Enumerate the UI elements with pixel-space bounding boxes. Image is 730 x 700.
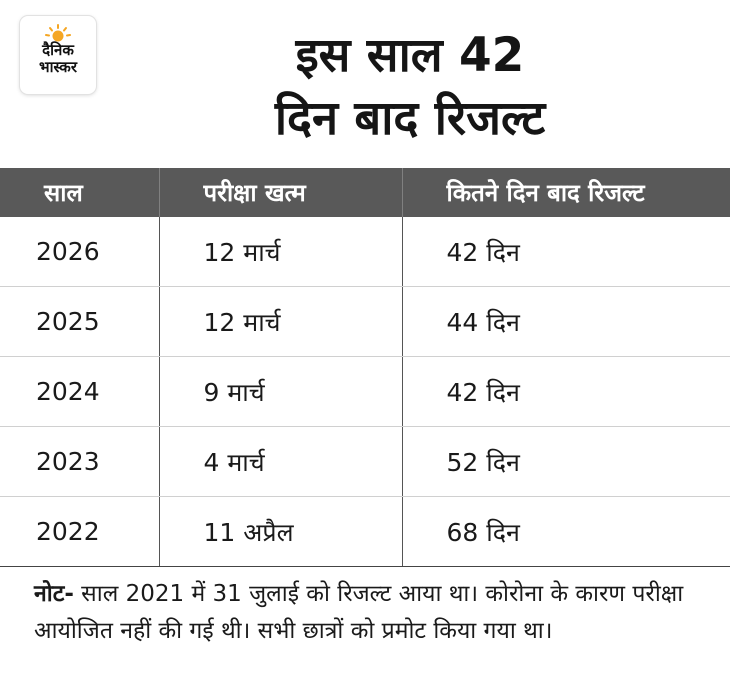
cell-exam-end: 4 मार्च [158,426,402,497]
headline-line1: इस साल 42 [295,28,525,83]
table-header-row: साल परीक्षा खत्म कितने दिन बाद रिजल्ट [0,168,730,217]
cell-exam-end: 12 मार्च [158,286,402,357]
headline: इस साल 42 दिन बाद रिजल्ट [110,24,710,150]
footnote: नोट- साल 2021 में 31 जुलाई को रिजल्ट आया… [34,576,690,650]
note-text: साल 2021 में 31 जुलाई को रिजल्ट आया था। … [34,581,684,644]
cell-exam-end: 12 मार्च [158,217,402,287]
results-table: साल परीक्षा खत्म कितने दिन बाद रिजल्ट 20… [0,168,730,567]
logo-text-line2: भास्कर [39,58,77,76]
note-label: नोट- [34,581,74,607]
headline-line2: दिन बाद रिजल्ट [274,91,546,146]
cell-year: 2023 [0,426,159,497]
cell-days: 52 दिन [401,426,730,497]
cell-year: 2025 [0,286,159,357]
cell-days: 68 दिन [401,496,730,567]
cell-days: 42 दिन [401,217,730,287]
logo-text-line1: दैनिक [42,41,74,59]
cell-days: 42 दिन [401,356,730,427]
header-year: साल [0,168,159,217]
cell-exam-end: 9 मार्च [158,356,402,427]
header-days-to-result: कितने दिन बाद रिजल्ट [401,168,730,217]
cell-exam-end: 11 अप्रैल [158,496,402,567]
table-row: 2026 12 मार्च 42 दिन [0,217,730,287]
cell-year: 2024 [0,356,159,427]
sun-logo-icon [45,24,71,42]
table-row: 2025 12 मार्च 44 दिन [0,286,730,357]
header-exam-end: परीक्षा खत्म [158,168,402,217]
table-row: 2022 11 अप्रैल 68 दिन [0,496,730,567]
cell-days: 44 दिन [401,286,730,357]
cell-year: 2026 [0,217,159,287]
cell-year: 2022 [0,496,159,567]
dainik-bhaskar-logo: दैनिक भास्कर [20,16,96,94]
table-row: 2023 4 मार्च 52 दिन [0,426,730,497]
table-row: 2024 9 मार्च 42 दिन [0,356,730,427]
